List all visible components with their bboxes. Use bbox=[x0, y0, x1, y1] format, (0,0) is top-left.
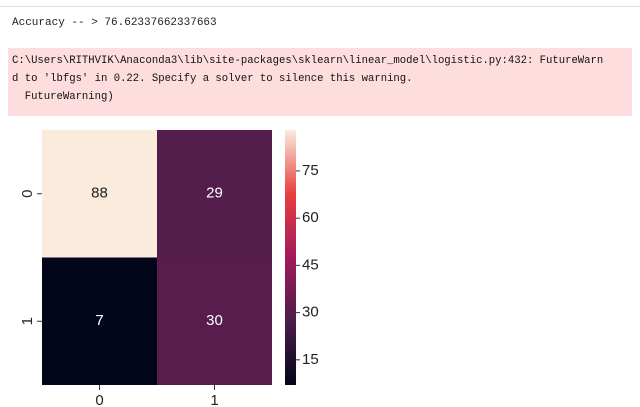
x-tick-label: 1 bbox=[210, 392, 218, 407]
warning-line: d to 'lbfgs' in 0.22. Specify a solver t… bbox=[12, 73, 413, 85]
colorbar bbox=[285, 130, 296, 385]
colorbar-tick-label: 75 bbox=[302, 162, 319, 179]
cell-border bbox=[0, 6, 640, 7]
heatmap-cell bbox=[157, 130, 272, 258]
heatmap-cell bbox=[157, 257, 272, 385]
warning-box: C:\Users\RITHVIK\Anaconda3\lib\site-pack… bbox=[8, 48, 632, 116]
cell-label: 88 bbox=[91, 185, 108, 202]
x-tick-label: 0 bbox=[95, 392, 103, 407]
heatmap-cell bbox=[42, 130, 157, 258]
cell-label: 7 bbox=[95, 312, 103, 329]
colorbar-tick-label: 60 bbox=[302, 209, 319, 226]
colorbar-tick-label: 30 bbox=[302, 304, 319, 321]
accuracy-output: Accuracy -- > 76.62337662337663 bbox=[12, 17, 217, 29]
cell-label: 30 bbox=[206, 312, 223, 329]
cell-label: 29 bbox=[206, 185, 223, 202]
y-tick-label: 0 bbox=[19, 190, 36, 198]
warning-line: C:\Users\RITHVIK\Anaconda3\lib\site-pack… bbox=[12, 55, 604, 67]
colorbar-tick-label: 45 bbox=[302, 256, 319, 273]
y-tick-label: 1 bbox=[19, 317, 36, 325]
warning-line: FutureWarning) bbox=[12, 91, 114, 103]
colorbar-tick-label: 15 bbox=[302, 351, 319, 368]
heatmap-cell bbox=[42, 257, 157, 385]
